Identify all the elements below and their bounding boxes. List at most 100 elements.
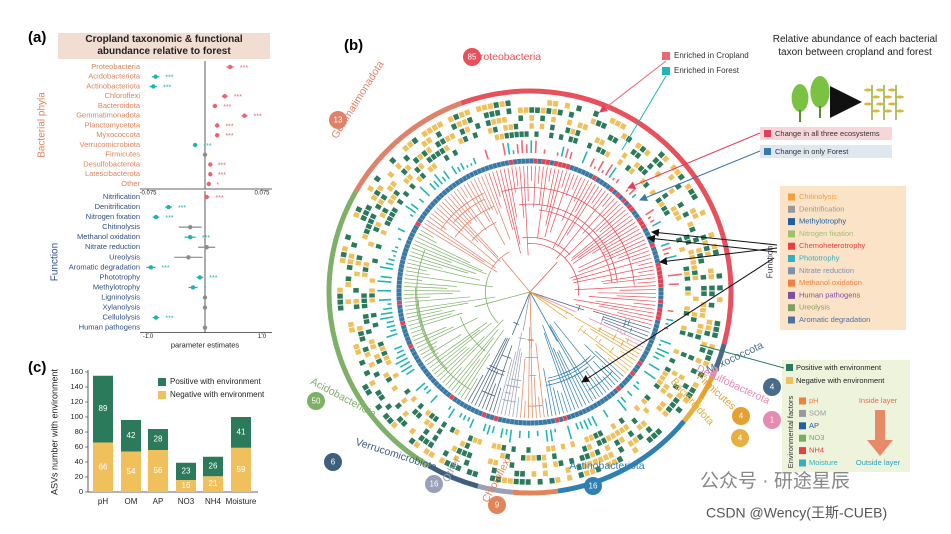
heat-cell xyxy=(355,205,363,213)
pointer xyxy=(627,132,761,189)
heat-cell xyxy=(653,382,661,390)
x-tick-label: OM xyxy=(125,497,138,506)
heat-cell xyxy=(496,443,502,451)
heat-cell xyxy=(447,115,455,123)
heat-cell xyxy=(362,346,370,353)
heat-cell xyxy=(646,435,654,444)
tree-branch xyxy=(619,289,656,291)
estimate-point xyxy=(222,94,227,99)
tree-branch xyxy=(592,310,651,329)
tree-branch xyxy=(453,191,478,222)
abundance-bar xyxy=(433,174,443,185)
heat-cell xyxy=(476,438,483,446)
tree-branch xyxy=(573,374,590,404)
change-cell xyxy=(577,409,584,416)
heat-cell xyxy=(472,436,478,444)
change-cell xyxy=(656,270,663,276)
abundance-bar xyxy=(458,412,463,418)
change-cell xyxy=(655,315,662,321)
heat-cell xyxy=(430,153,438,161)
heat-cell xyxy=(640,397,648,405)
category-label: Proteobacteria xyxy=(91,62,141,71)
heat-cell xyxy=(609,432,617,440)
legend-label: Positive with environment xyxy=(170,377,261,386)
change-cell xyxy=(581,408,588,415)
heat-cell xyxy=(396,198,404,206)
heat-cell xyxy=(370,312,377,318)
heat-cell xyxy=(631,417,639,425)
watermark: CSDN @Wency(王斯-CUEB) xyxy=(706,505,887,521)
category-label: Chloroflexi xyxy=(105,91,141,100)
heat-cell xyxy=(505,453,511,460)
heat-cell xyxy=(352,211,360,219)
abundance-bar xyxy=(390,328,397,332)
abundance-bar xyxy=(505,428,508,435)
estimate-point xyxy=(192,142,198,148)
heat-cell xyxy=(375,403,383,411)
tree-branch xyxy=(621,355,634,365)
bar-segment xyxy=(231,447,251,492)
tree-branch xyxy=(411,247,452,263)
tree-branch xyxy=(413,326,447,341)
tree-branch xyxy=(413,243,487,275)
tree-branch xyxy=(592,190,606,209)
change-cell xyxy=(602,395,609,403)
heat-cell xyxy=(457,137,464,145)
change-cell xyxy=(480,166,486,173)
heat-cell xyxy=(382,371,390,379)
heat-cell xyxy=(592,432,599,439)
heat-cell xyxy=(385,376,393,383)
heat-cell xyxy=(644,394,651,402)
heat-cell xyxy=(428,412,436,420)
tree-branch xyxy=(633,302,656,306)
abundance-bar xyxy=(462,414,467,421)
tree-branch xyxy=(603,316,650,333)
heat-cell xyxy=(610,422,617,430)
bar-segment xyxy=(148,450,168,492)
tree-arc xyxy=(598,338,602,343)
tree-branch xyxy=(616,295,656,298)
abundance-bar xyxy=(470,163,473,167)
significance-label: * xyxy=(204,285,207,292)
phylum-ring xyxy=(353,100,463,193)
crop-leaf xyxy=(864,102,872,106)
estimate-point xyxy=(208,162,213,167)
change-cell xyxy=(477,410,484,417)
heat-cell xyxy=(667,173,675,181)
heat-cell xyxy=(645,426,653,434)
bar-segment xyxy=(93,375,113,443)
abundance-bar xyxy=(401,364,413,373)
heat-cell xyxy=(682,211,690,218)
change-cell xyxy=(496,161,502,168)
legend-box xyxy=(760,127,892,140)
tree-arc xyxy=(501,354,512,359)
change-cell xyxy=(624,376,631,383)
heat-cell xyxy=(489,475,496,482)
tree-branch xyxy=(601,273,655,282)
heat-cell xyxy=(474,122,481,130)
tree-branch xyxy=(431,213,444,224)
tree-branch xyxy=(637,269,655,274)
abundance-bar xyxy=(418,198,425,204)
tree-branch xyxy=(556,351,583,407)
heat-cell xyxy=(600,437,608,445)
legend-swatch xyxy=(786,364,793,371)
heat-cell xyxy=(389,156,397,165)
heat-cell xyxy=(642,407,650,415)
heat-cell xyxy=(434,140,442,148)
heat-cell xyxy=(347,258,354,265)
count-label: 4 xyxy=(770,383,775,392)
tree-branch xyxy=(436,347,470,378)
heat-cell xyxy=(690,316,697,323)
heat-cell xyxy=(402,190,410,198)
group-label: Bacterial phyla xyxy=(37,92,48,158)
heat-cell xyxy=(485,119,492,127)
count-label: 13 xyxy=(334,116,343,125)
heat-cell xyxy=(402,410,410,418)
y-tick-label: 80 xyxy=(75,427,83,436)
change-cell xyxy=(508,159,514,166)
tree-branch xyxy=(542,324,576,410)
estimate-point xyxy=(214,123,220,128)
tree-branch xyxy=(404,278,423,281)
